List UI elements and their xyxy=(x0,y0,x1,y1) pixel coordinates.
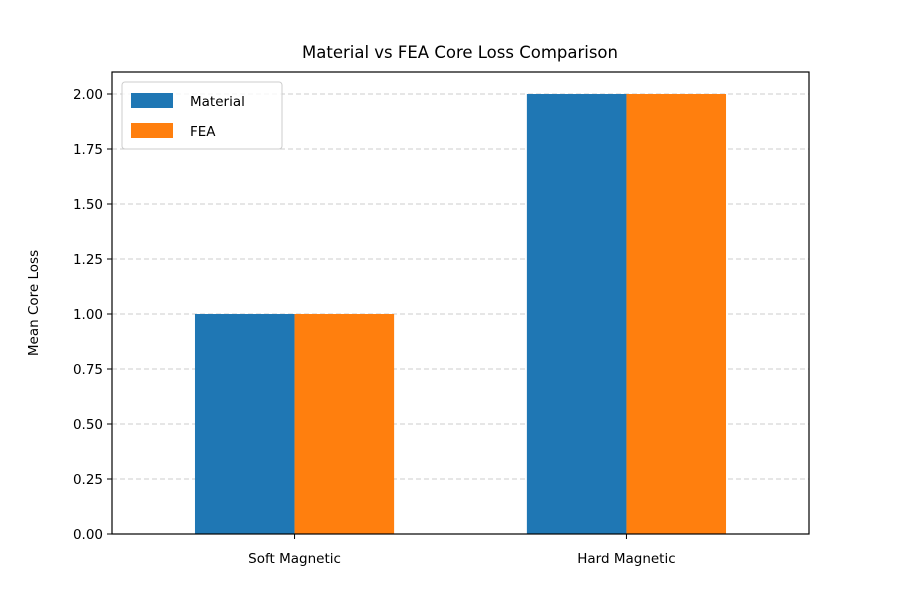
y-tick-label: 0.00 xyxy=(73,527,103,543)
y-tick-label: 1.50 xyxy=(73,197,103,213)
legend-label-material: Material xyxy=(190,94,245,110)
y-axis-label: Mean Core Loss xyxy=(26,250,42,356)
plot-frame xyxy=(111,71,810,535)
bar-material-hard-magnetic xyxy=(526,94,627,534)
bar-fea-soft-magnetic xyxy=(294,314,395,534)
legend-swatch-fea xyxy=(131,123,173,138)
legend: Material FEA xyxy=(121,81,283,150)
x-tick-label: Hard Magnetic xyxy=(577,551,675,567)
y-tick-label: 0.75 xyxy=(73,362,103,378)
y-tick-label: 1.00 xyxy=(73,307,103,323)
chart-title: Material vs FEA Core Loss Comparison xyxy=(302,43,618,62)
y-tick-label: 0.50 xyxy=(73,417,103,433)
y-tick-label: 0.25 xyxy=(73,472,103,488)
y-tick-label: 1.75 xyxy=(73,142,103,158)
legend-label-fea: FEA xyxy=(190,124,216,140)
bars xyxy=(194,94,727,534)
bar-material-soft-magnetic xyxy=(194,314,295,534)
y-tick-label: 2.00 xyxy=(73,87,103,103)
y-tick-label: 1.25 xyxy=(73,252,103,268)
bar-fea-hard-magnetic xyxy=(626,94,727,534)
x-tick-label: Soft Magnetic xyxy=(248,551,341,567)
axis-ticks: 0.00 0.25 0.50 0.75 1.00 1.25 1.50 1.75 2.00 Soft… xyxy=(73,87,676,567)
legend-swatch-material xyxy=(131,93,173,108)
